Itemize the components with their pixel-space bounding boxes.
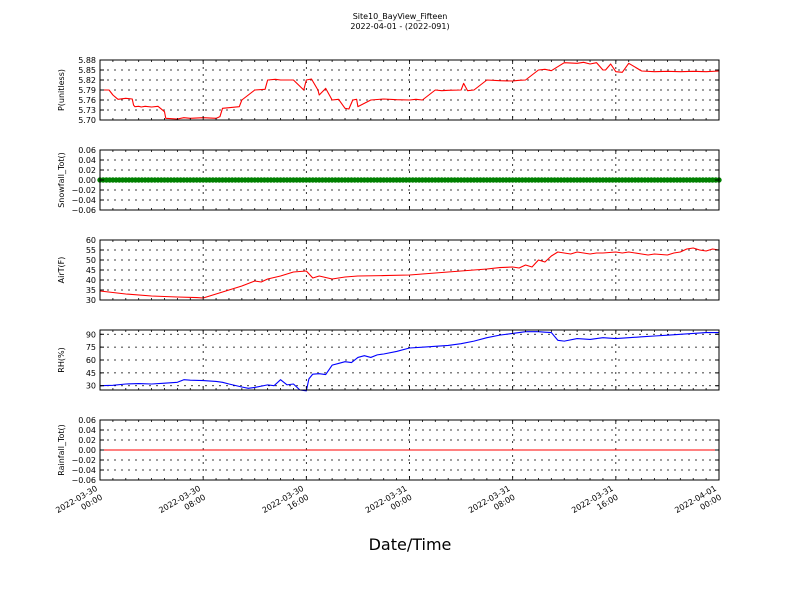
panel-4-ytick-label: 0.04 [78,426,96,435]
chart-title: Site10_BayView_Fifteen [352,12,448,21]
panel-3-ytick-label: 60 [86,356,96,365]
panel-1-ylabel: Snowfall_Tot() [57,152,66,208]
panel-2-ytick-label: 60 [86,236,96,245]
panel-3-ytick-label: 90 [86,330,96,339]
panel-0-ytick-label: 5.70 [78,116,96,125]
panel-1-ytick-label: 0.00 [78,176,96,185]
panel-0-series-line [100,61,720,120]
panel-0-ylabel: P(unitless) [57,69,66,111]
panel-2-ytick-label: 35 [86,286,96,295]
panel-2-ytick-label: 50 [86,256,96,265]
panel-0-ytick-label: 5.79 [78,86,96,95]
x-axis-label: Date/Time [369,535,452,554]
panel-1-ytick-label: −0.04 [71,196,96,205]
panel-4-ytick-label: 0.02 [78,436,96,445]
panel-4-ytick-label: 0.06 [78,416,96,425]
panel-0-ytick-label: 5.85 [78,66,96,75]
panel-2-ytick-label: 55 [86,246,96,255]
panel-4-ytick-label: −0.02 [71,456,96,465]
panel-0-ytick-label: 5.88 [78,56,96,65]
panel-4-ytick-label: −0.04 [71,466,96,475]
panel-2-ytick-label: 30 [86,296,96,305]
panel-3-ytick-label: 75 [86,343,96,352]
panel-3-ytick-label: 30 [86,382,96,391]
panel-2-ylabel: AirT(F) [57,257,66,284]
panel-3-ytick-label: 45 [86,369,96,378]
panel-0-ytick-label: 5.76 [78,96,96,105]
panel-2-series-line [99,247,720,299]
panel-1-ytick-label: 0.06 [78,146,96,155]
panel-1-ytick-label: 0.02 [78,166,96,175]
panel-2-ytick-label: 45 [86,266,96,275]
panel-0-ytick-label: 5.82 [78,76,96,85]
panel-3-series-line [99,331,719,392]
panel-2-ytick-label: 40 [86,276,96,285]
panel-4-ytick-label: −0.06 [71,476,96,485]
panel-4-ylabel: Rainfall_Tot() [57,424,66,476]
panel-1-ytick-label: −0.02 [71,186,96,195]
panel-0-ytick-label: 5.73 [78,106,96,115]
panel-1-ytick-label: 0.04 [78,156,96,165]
panel-4-ytick-label: 0.00 [78,446,96,455]
panel-3-ylabel: RH(%) [57,347,66,372]
panel-1-ytick-label: −0.06 [71,206,96,215]
chart-subtitle: 2022-04-01 - (2022-091) [350,22,450,31]
